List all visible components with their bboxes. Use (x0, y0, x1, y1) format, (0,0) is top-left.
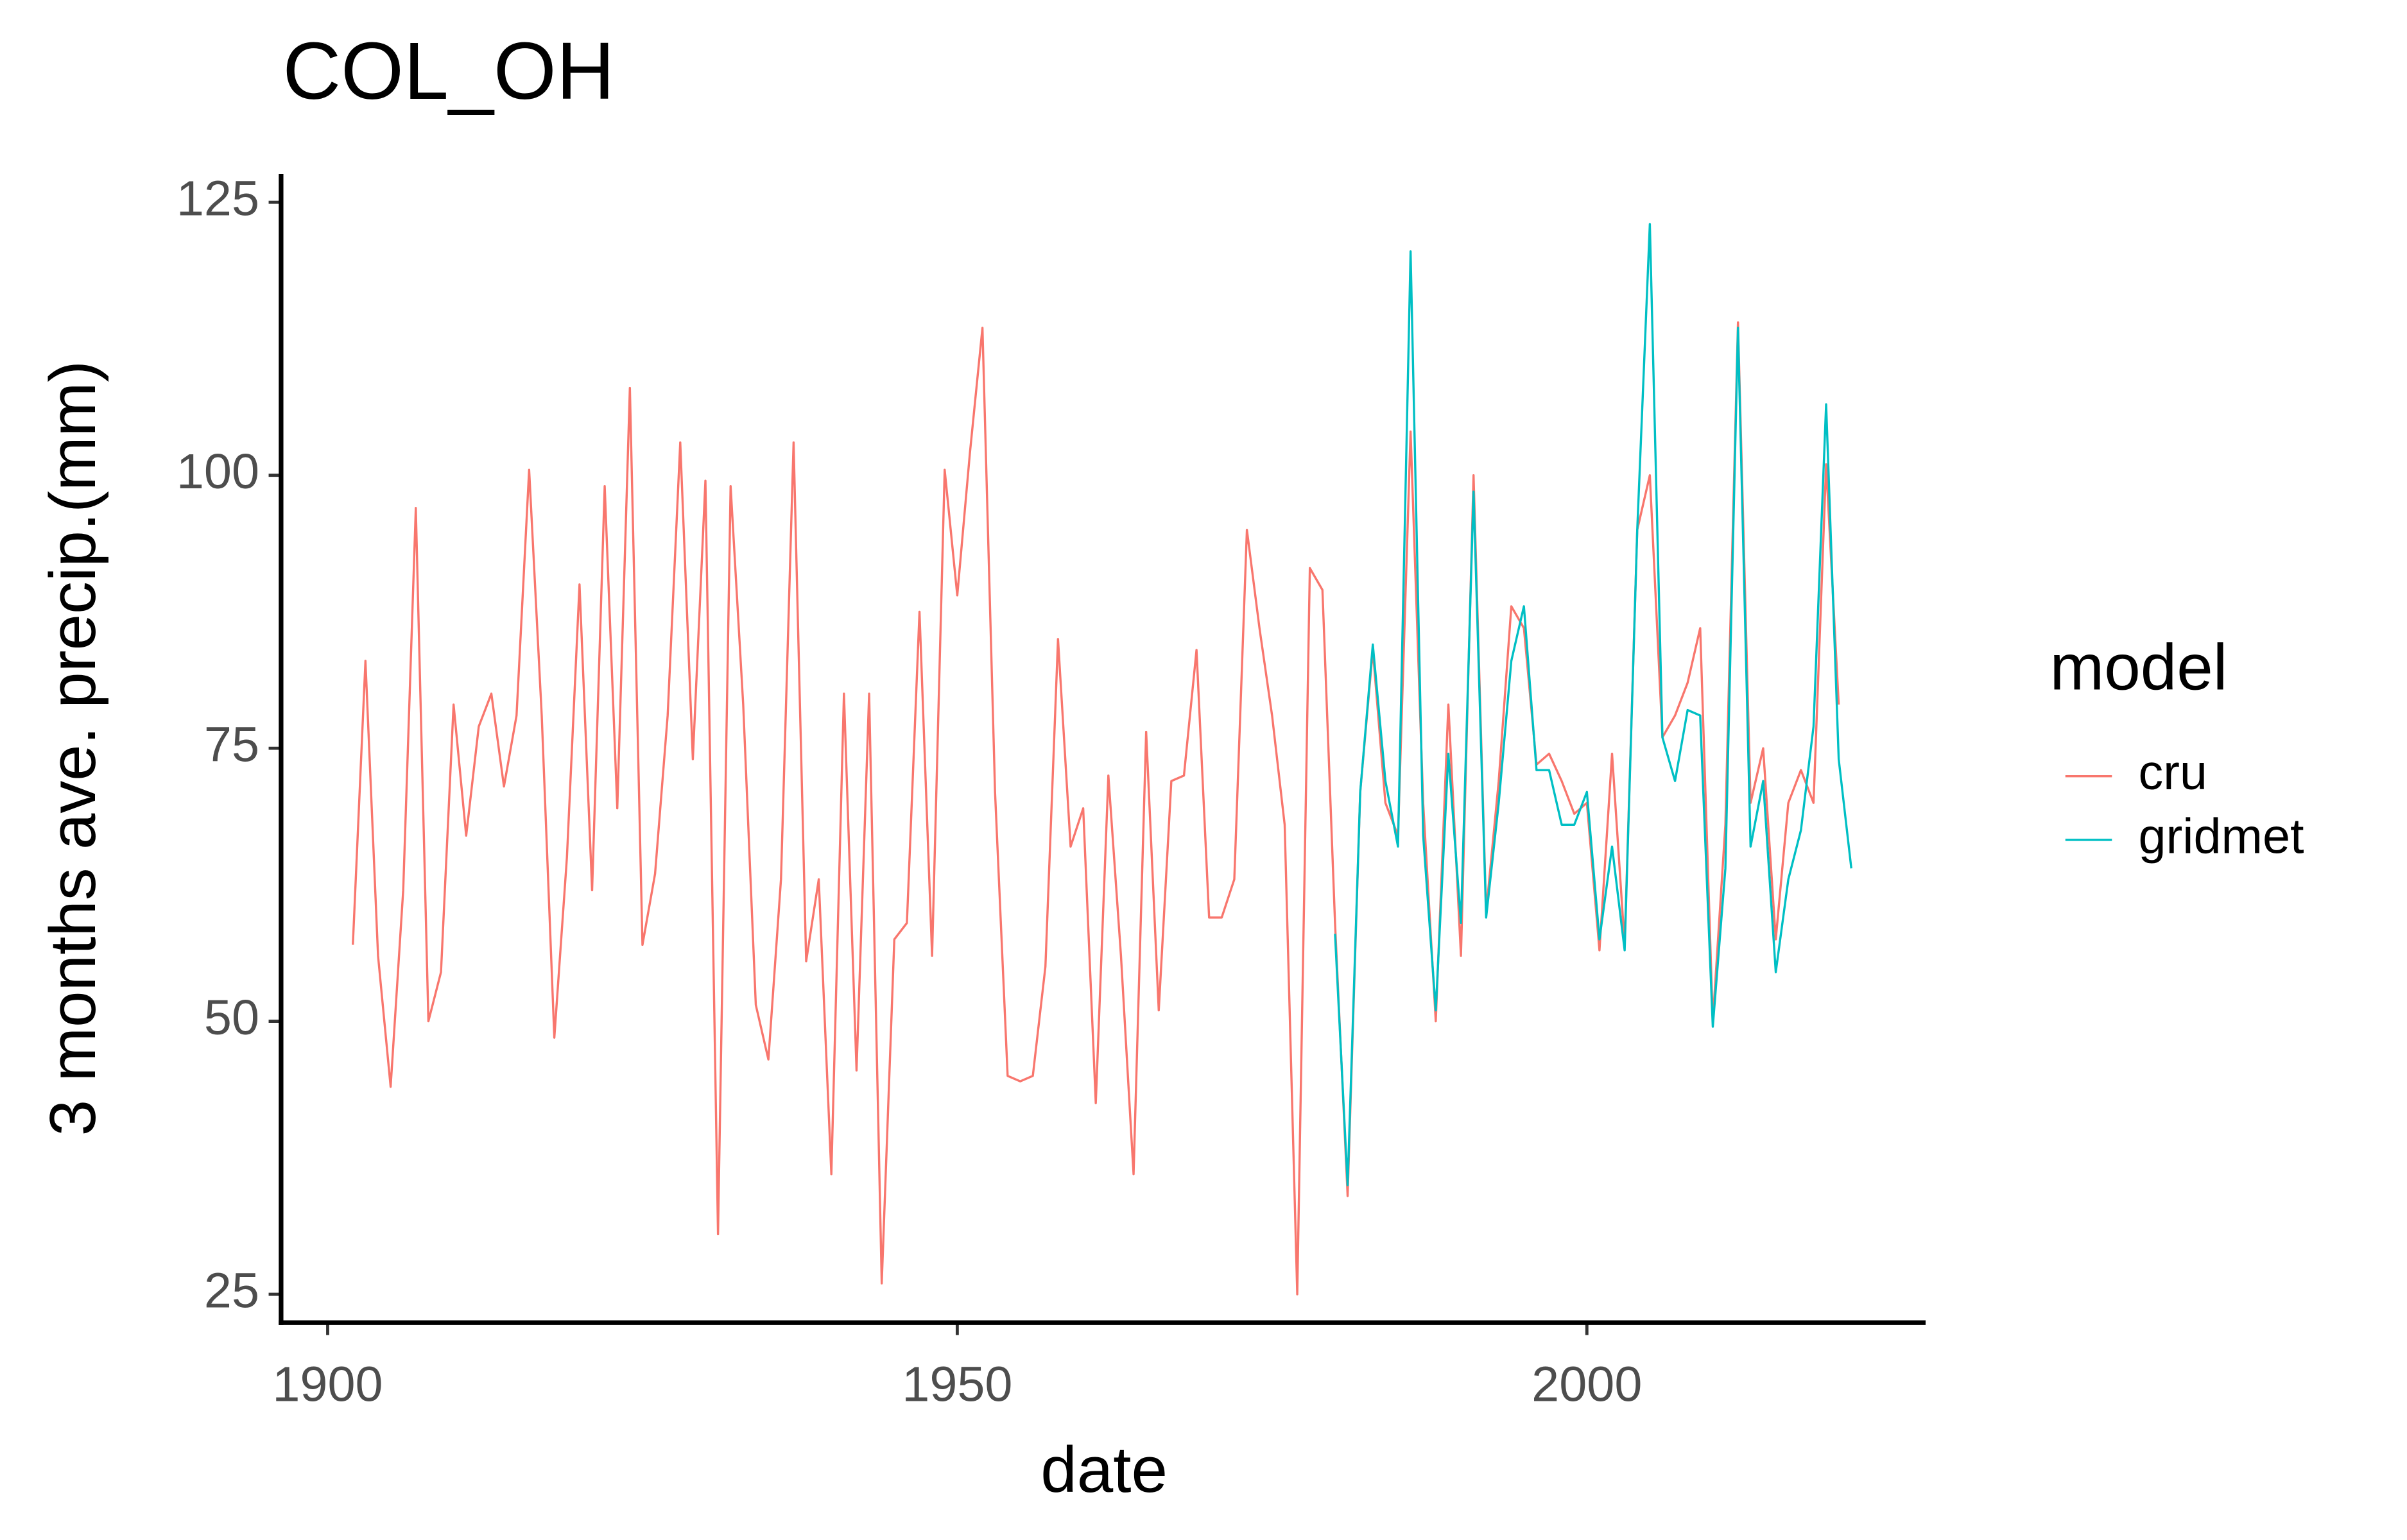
series-line (352, 321, 1840, 1296)
legend-label: gridmet (2138, 809, 2304, 864)
series-line (1334, 223, 1852, 1186)
y-axis-label: 3 months ave. precip.(mm) (36, 361, 109, 1136)
x-tick-label: 1900 (272, 1356, 383, 1412)
x-tick-label: 2000 (1531, 1356, 1642, 1412)
chart-title: COL_OH (282, 26, 614, 116)
y-tick-label: 125 (177, 171, 259, 227)
x-tick-label: 1950 (902, 1356, 1012, 1412)
x-axis-label: date (1040, 1433, 1168, 1506)
legend-title: model (2050, 630, 2228, 703)
y-tick-label: 25 (204, 1263, 259, 1318)
legend-label: cru (2138, 745, 2207, 800)
y-tick-label: 50 (204, 990, 259, 1045)
y-tick-label: 100 (177, 444, 259, 499)
y-tick-label: 75 (204, 717, 259, 773)
